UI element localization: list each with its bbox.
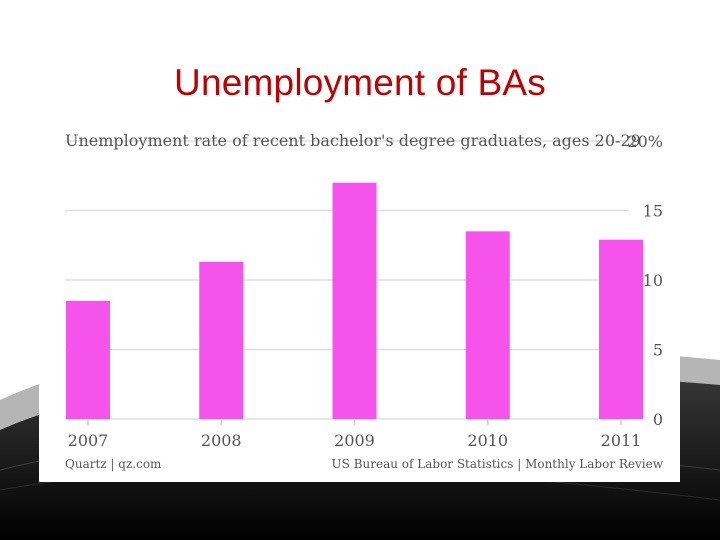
- bars: [66, 182, 643, 419]
- y-tick-label: 15: [643, 202, 663, 221]
- x-tick-label: 2008: [201, 431, 242, 450]
- slide-title: Unemployment of BAs: [174, 62, 546, 103]
- bar-2007: [66, 300, 110, 419]
- chart-title: Unemployment rate of recent bachelor's d…: [65, 131, 641, 150]
- bar-2009: [332, 182, 377, 419]
- y-tick-label: 20%: [627, 132, 663, 151]
- y-tick-label: 5: [653, 341, 663, 360]
- x-tick-label: 2009: [334, 431, 375, 450]
- bar-2010: [465, 231, 510, 419]
- source-right: US Bureau of Labor Statistics | Monthly …: [332, 457, 664, 471]
- bar-chart: 0 5 10 15 20% 2007 2008 2009 2010 2011 Unemploym…: [65, 131, 664, 471]
- source-left: Quartz | qz.com: [65, 457, 162, 471]
- chart-card: 0 5 10 15 20% 2007 2008 2009 2010 2011 Unemploym…: [39, 121, 680, 482]
- bar-2008: [199, 261, 244, 419]
- y-tick-label: 0: [653, 410, 663, 429]
- y-tick-labels: 0 5 10 15 20%: [627, 132, 663, 429]
- y-tick-label: 10: [643, 271, 663, 290]
- x-tick-label: 2010: [467, 431, 508, 450]
- x-tick-label: 2011: [601, 431, 642, 450]
- x-tick-label: 2007: [68, 431, 109, 450]
- bar-2011: [599, 239, 643, 419]
- x-tick-labels: 2007 2008 2009 2010 2011: [68, 420, 642, 450]
